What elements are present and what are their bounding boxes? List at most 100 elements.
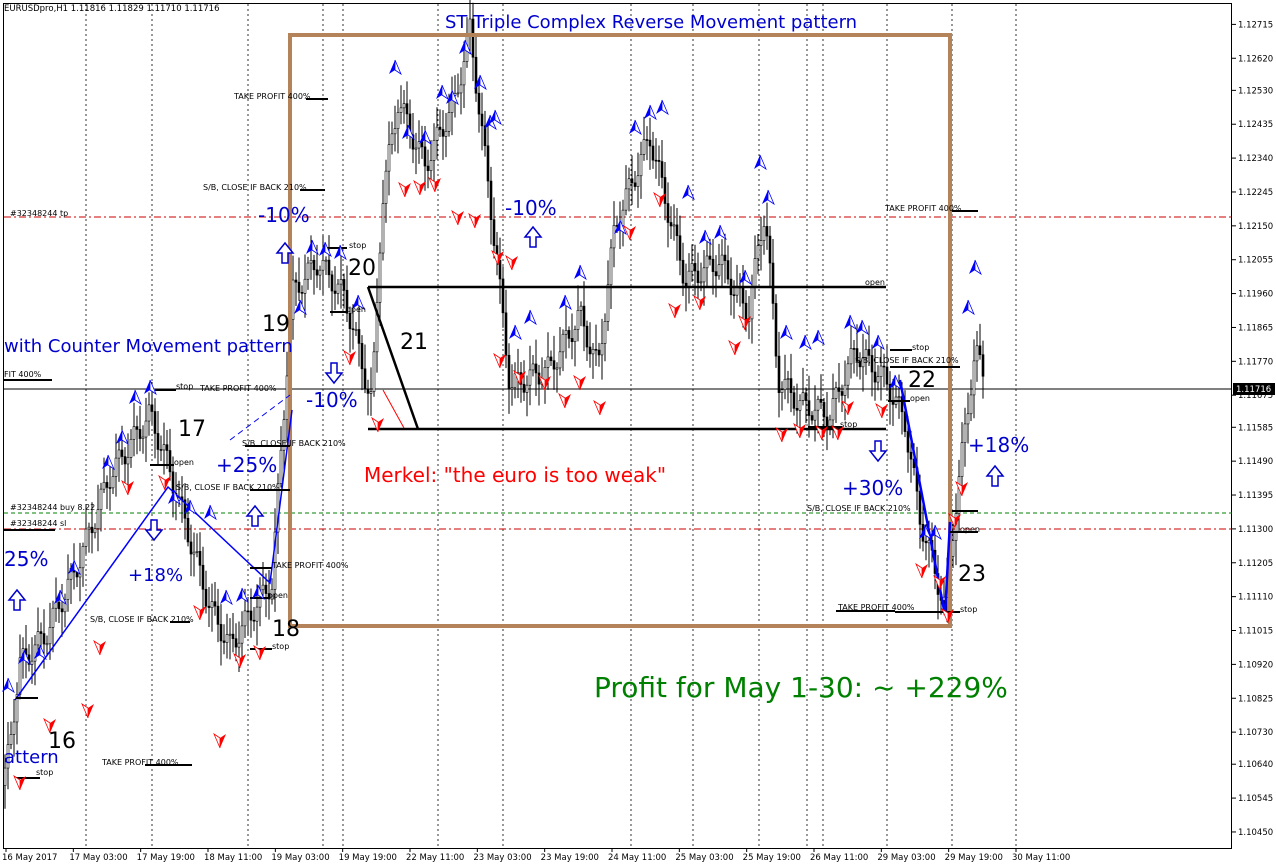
down-signal-arrow xyxy=(260,646,266,660)
stop-label: stop xyxy=(960,605,977,614)
candle-body xyxy=(822,402,826,418)
candle-body xyxy=(228,633,232,636)
up-signal-arrow xyxy=(799,335,805,349)
up-signal-arrow xyxy=(744,269,752,286)
down-signal-arrow xyxy=(653,191,661,208)
candle-body xyxy=(786,378,790,380)
up-signal-arrow xyxy=(441,84,449,101)
up-signal-arrow xyxy=(39,644,47,661)
up-signal-arrow xyxy=(564,294,572,311)
candle-body xyxy=(435,126,439,141)
candle-body xyxy=(852,348,856,350)
candle-body xyxy=(909,451,913,460)
candle-body xyxy=(147,404,151,422)
percent-label: -10% xyxy=(306,388,358,412)
candle-body xyxy=(57,601,61,610)
candle-body xyxy=(447,112,451,132)
plot-border xyxy=(3,3,1232,849)
candle-body xyxy=(114,457,118,477)
candle-body xyxy=(339,279,343,285)
candle-body xyxy=(48,627,52,645)
wave-21-line xyxy=(366,286,420,430)
candle-body xyxy=(210,601,214,608)
candle-body xyxy=(327,259,331,276)
down-signal-arrow xyxy=(350,351,356,365)
y-tick-label: 1.11395 xyxy=(1238,491,1273,501)
candle-body xyxy=(975,345,979,362)
stop-label: stop xyxy=(272,642,289,651)
hollow-up-arrow xyxy=(275,241,295,264)
up-signal-arrow xyxy=(149,379,157,396)
down-signal-arrow xyxy=(121,479,129,496)
candle-body xyxy=(243,610,247,627)
up-signal-arrow xyxy=(479,74,487,91)
candle-body xyxy=(486,145,490,182)
up-signal-arrow xyxy=(494,109,502,126)
down-signal-arrow xyxy=(493,352,501,369)
candle-body xyxy=(816,398,820,411)
up-signal-arrow xyxy=(319,242,325,256)
candle-body xyxy=(609,247,613,286)
candle-body xyxy=(630,178,634,184)
down-signal-arrow xyxy=(220,734,226,748)
down-signal-arrow xyxy=(962,482,968,496)
candle-body xyxy=(795,408,799,411)
y-tick-label: 1.10450 xyxy=(1238,828,1273,838)
candle-body xyxy=(810,415,814,421)
down-signal-arrow xyxy=(100,641,106,655)
down-signal-arrow xyxy=(630,226,636,240)
y-tick-label: 1.11015 xyxy=(1238,627,1273,637)
up-signal-arrow xyxy=(209,504,217,521)
up-signal-arrow xyxy=(969,260,975,274)
hollow-up-arrow xyxy=(985,464,1005,487)
up-signal-arrow xyxy=(357,294,365,311)
y-tick-label: 1.12245 xyxy=(1238,188,1273,198)
candle-body xyxy=(459,84,463,94)
up-signal-arrow xyxy=(656,100,662,114)
up-signal-arrow xyxy=(682,185,688,199)
candle-body xyxy=(648,139,652,147)
down-signal-arrow xyxy=(88,704,94,718)
percent-label: 25% xyxy=(4,547,48,571)
candle-body xyxy=(498,260,502,280)
candle-body xyxy=(696,270,700,283)
candle-body xyxy=(111,476,115,489)
candle-body xyxy=(318,269,322,276)
candle-body xyxy=(189,541,193,555)
candle-body xyxy=(819,398,823,403)
down-signal-arrow xyxy=(915,562,923,579)
candle-body xyxy=(660,161,664,178)
candle-body xyxy=(471,18,475,58)
percent-label: +30% xyxy=(842,476,903,500)
x-tick-label: 22 May 11:00 xyxy=(406,853,464,863)
up-signal-arrow xyxy=(856,320,862,334)
x-tick-label: 29 May 03:00 xyxy=(877,853,935,863)
wave-number: 21 xyxy=(400,330,428,355)
up-signal-arrow xyxy=(967,299,975,316)
up-signal-arrow xyxy=(306,240,312,254)
y-tick-label: 1.11300 xyxy=(1238,525,1273,535)
up-signal-arrow xyxy=(817,329,825,346)
up-signal-arrow xyxy=(236,588,242,602)
percent-labels: 25% +18% +25% -10% -10% -10% +30% +18% xyxy=(4,196,1029,586)
up-signal-arrow xyxy=(311,239,319,256)
down-signal-arrow xyxy=(520,371,526,385)
candle-body xyxy=(141,436,145,439)
candle-body xyxy=(348,312,352,330)
candle-body xyxy=(207,605,211,608)
down-signal-arrow xyxy=(165,476,171,490)
candle-body xyxy=(423,146,427,167)
candle-body xyxy=(165,444,169,451)
down-signal-arrow xyxy=(128,481,134,495)
vertical-grid xyxy=(85,4,1017,848)
buy-label: #32348244 buy 8.22 xyxy=(10,503,95,512)
candle-body xyxy=(882,365,886,368)
candle-body xyxy=(249,610,253,621)
candle-body xyxy=(411,134,415,150)
y-tick-label: 1.12150 xyxy=(1238,222,1273,232)
candle-body xyxy=(90,526,94,534)
candle-body xyxy=(414,147,418,150)
candle-body xyxy=(345,289,349,314)
y-tick-label: 1.12340 xyxy=(1238,154,1273,164)
down-signal-arrow xyxy=(738,314,746,331)
